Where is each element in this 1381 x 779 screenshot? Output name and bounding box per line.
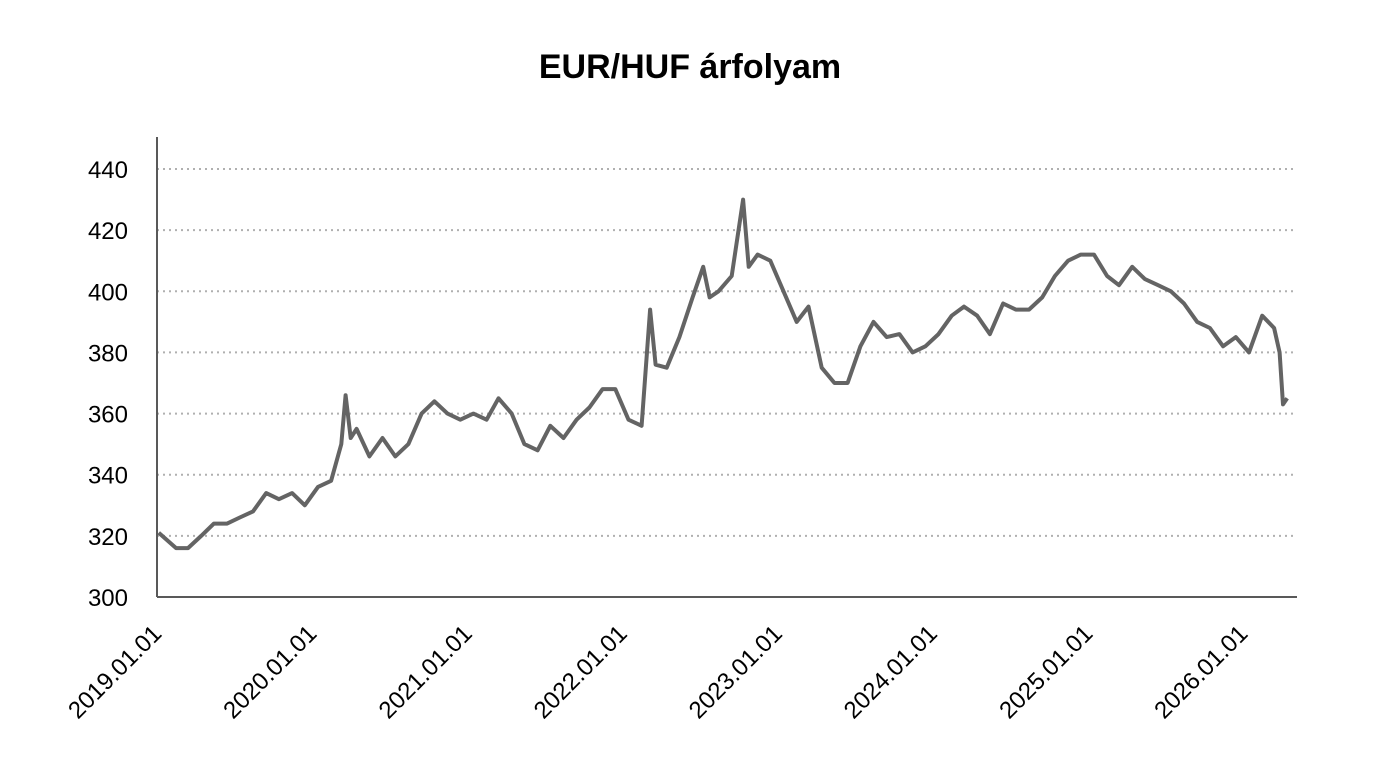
x-tick-label: 2021.01.01 — [374, 620, 478, 724]
x-tick-label: 2022.01.01 — [529, 620, 633, 724]
y-tick-label: 320 — [88, 524, 128, 551]
x-tick-label: 2026.01.01 — [1149, 620, 1253, 724]
y-tick-label: 340 — [88, 463, 128, 490]
y-tick-label: 300 — [88, 585, 128, 612]
x-tick-label: 2019.01.01 — [63, 620, 167, 724]
x-tick-label: 2024.01.01 — [839, 620, 943, 724]
y-tick-label: 440 — [88, 157, 128, 184]
y-tick-label: 420 — [88, 218, 128, 245]
y-tick-label: 360 — [88, 402, 128, 429]
x-tick-label: 2023.01.01 — [684, 620, 788, 724]
series-line — [157, 197, 1289, 551]
x-tick-label: 2020.01.01 — [218, 620, 322, 724]
x-tick-label: 2025.01.01 — [994, 620, 1098, 724]
chart-title: EUR/HUF árfolyam — [539, 48, 841, 86]
y-tick-label: 400 — [88, 279, 128, 306]
y-tick-label: 380 — [88, 340, 128, 367]
